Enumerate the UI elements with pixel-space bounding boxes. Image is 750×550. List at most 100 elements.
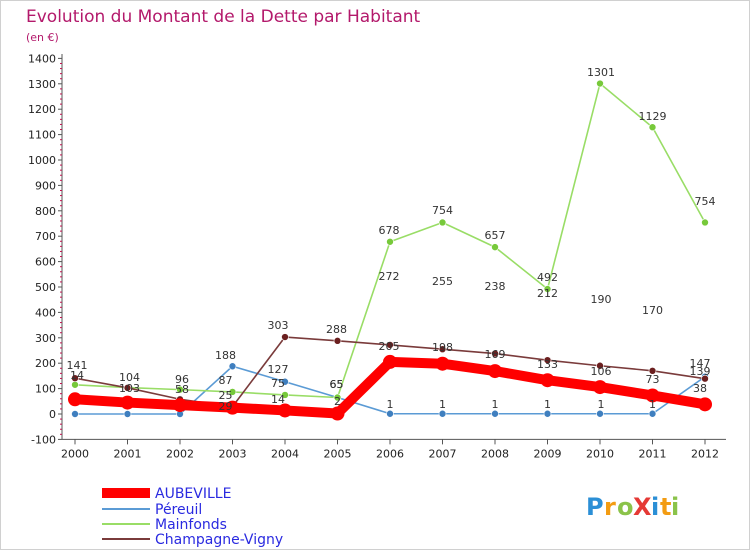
data-label: 272 [379, 270, 400, 283]
data-label: 2 [334, 395, 341, 408]
data-label: 75 [271, 377, 285, 390]
data-label: 141 [67, 359, 88, 372]
x-tick-label: 2006 [376, 447, 404, 460]
data-point [438, 218, 447, 227]
data-point [123, 410, 132, 418]
data-point [333, 337, 342, 345]
y-tick-label: 500 [35, 281, 56, 294]
data-label: 127 [268, 363, 289, 376]
data-point [648, 367, 657, 375]
y-tick-label: 100 [35, 383, 56, 396]
logo-letter: X [633, 493, 652, 521]
data-point [596, 361, 604, 370]
data-point [701, 374, 709, 383]
data-label: 73 [646, 373, 660, 386]
data-point [68, 392, 82, 407]
data-point [120, 395, 135, 410]
logo-letter: t [660, 493, 671, 521]
data-point [593, 380, 607, 395]
data-label: 238 [485, 280, 506, 293]
data-label: 1 [649, 398, 656, 411]
y-tick-label: 1200 [28, 103, 56, 116]
data-label: 147 [690, 357, 711, 370]
data-point [330, 406, 345, 421]
data-label: 133 [537, 358, 558, 371]
data-point [596, 409, 604, 418]
logo-letter: o [617, 493, 634, 521]
data-label: 65 [330, 378, 344, 391]
data-point [278, 403, 292, 418]
logo-letter: P [586, 493, 604, 521]
data-point [386, 409, 394, 418]
data-label: 169 [485, 348, 506, 361]
y-tick-label: 300 [35, 332, 56, 345]
x-tick-label: 2001 [114, 447, 142, 460]
chart-title: Evolution du Montant de la Dette par Hab… [26, 7, 421, 27]
data-label: 1129 [639, 110, 667, 123]
y-tick-label: 1000 [28, 154, 56, 167]
x-tick-label: 2011 [639, 447, 667, 460]
data-label: 106 [591, 365, 612, 378]
x-tick-label: 2007 [429, 447, 457, 460]
data-point [645, 388, 660, 403]
x-tick-label: 2009 [534, 447, 562, 460]
data-label: 1 [439, 398, 446, 411]
data-label: 38 [693, 382, 707, 395]
data-point [540, 373, 555, 388]
y-tick-label: 0 [49, 408, 56, 421]
data-label: 139 [690, 365, 711, 378]
data-point [435, 356, 450, 371]
legend-label: AUBEVILLE [155, 486, 231, 502]
y-tick-label: 900 [35, 179, 56, 192]
axes: -100 0 100 200 300 400 500 600 700 800 900 1000 1100… [28, 52, 726, 460]
chart-unit-label: (en €) [26, 31, 59, 44]
data-label: 255 [432, 275, 453, 288]
data-label: 1301 [587, 66, 615, 79]
data-point [596, 79, 604, 88]
data-label: 288 [326, 323, 347, 336]
legend-label: Péreuil [155, 502, 202, 518]
x-tick-label: 2010 [586, 447, 614, 460]
data-label: 14 [70, 369, 84, 382]
data-point [228, 388, 237, 396]
data-point [491, 349, 499, 358]
data-label: 188 [215, 349, 236, 362]
data-point [228, 362, 237, 371]
data-point [225, 400, 240, 415]
data-label: 492 [537, 271, 558, 284]
data-label: 678 [379, 224, 400, 237]
data-point [543, 356, 552, 364]
data-point [701, 218, 709, 227]
data-point [383, 354, 397, 369]
y-tick-label: 200 [35, 357, 56, 370]
y-tick-label: 700 [35, 230, 56, 243]
data-point [71, 410, 79, 418]
x-tick-label: 2004 [271, 447, 299, 460]
x-tick-label: 2005 [324, 447, 352, 460]
logo-letter: r [604, 493, 616, 521]
data-label: 1 [387, 398, 394, 411]
data-label: 103 [119, 382, 140, 395]
data-point [123, 384, 132, 392]
data-label: 104 [119, 371, 140, 384]
data-label: 657 [485, 229, 506, 242]
data-label: 190 [591, 293, 612, 306]
series-markers [68, 79, 712, 421]
data-label: 170 [642, 304, 663, 317]
data-point [488, 364, 502, 379]
y-tick-label: 1400 [28, 52, 56, 65]
data-point [648, 123, 657, 132]
logo-letter: i [671, 493, 679, 521]
data-label: 14 [271, 393, 285, 406]
legend-label: Mainfonds [155, 517, 227, 533]
data-point [491, 243, 499, 251]
data-label: 754 [695, 195, 716, 208]
data-point [491, 409, 499, 418]
data-point [698, 397, 712, 412]
data-label: 303 [268, 319, 289, 332]
